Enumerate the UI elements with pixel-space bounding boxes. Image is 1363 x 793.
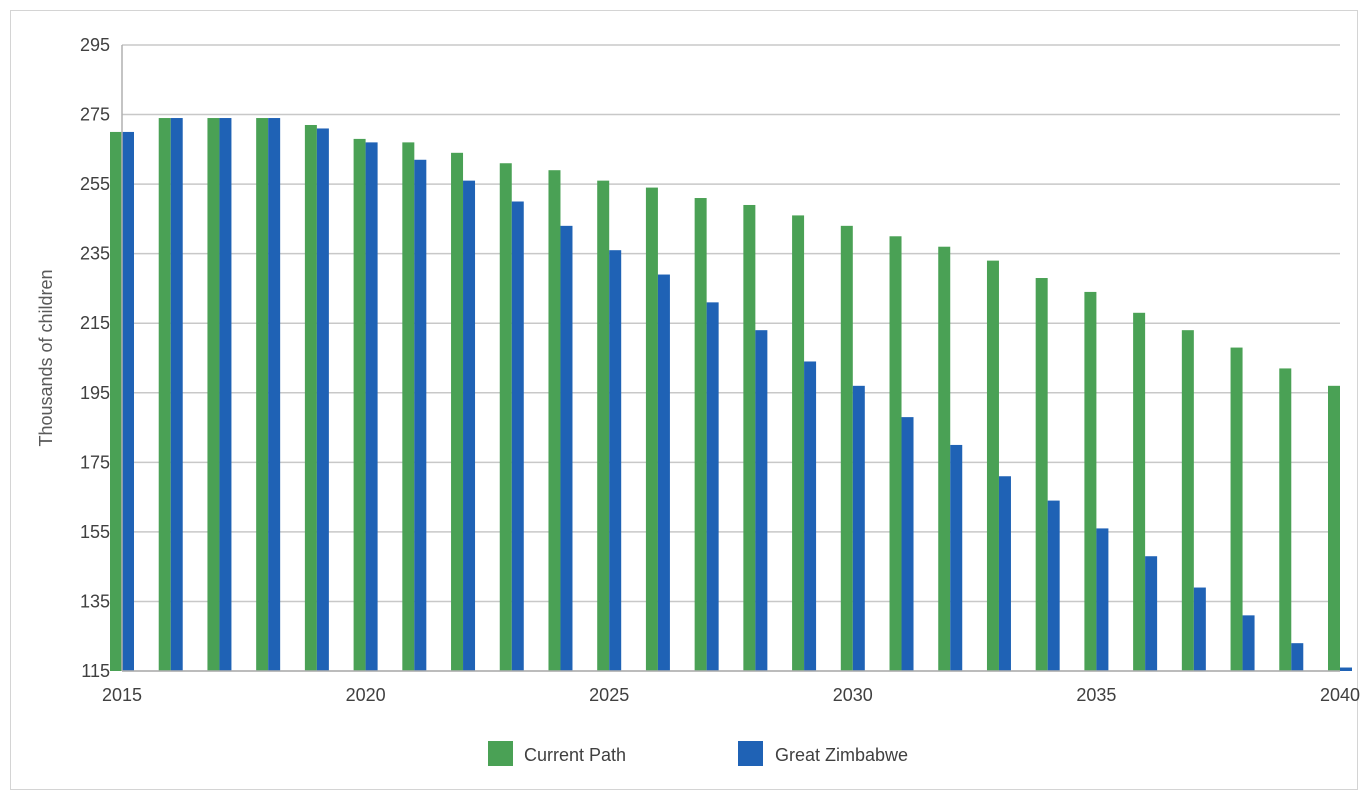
bar-great-zimbabwe-2015	[122, 131, 134, 671]
bar-great-zimbabwe-2017	[219, 118, 232, 672]
bar-great-zimbabwe-2021	[414, 159, 427, 671]
y-tick-label-215: 215	[80, 313, 110, 333]
bar-great-zimbabwe-2022	[463, 180, 476, 671]
x-tick-label-2030: 2030	[833, 685, 873, 705]
y-tick-labels: 115 135 155 175 195 215 235 255 275 295	[80, 35, 110, 681]
bar-current-path-2017	[207, 118, 220, 672]
y-tick-label-255: 255	[80, 174, 110, 194]
y-tick-label-115: 115	[81, 661, 110, 681]
bar-great-zimbabwe-2036	[1145, 556, 1158, 671]
bar-current-path-2030	[840, 225, 853, 671]
legend-label-great-zimbabwe: Great Zimbabwe	[775, 745, 908, 765]
bar-current-path-2035	[1084, 291, 1097, 671]
bar-great-zimbabwe-2039	[1291, 643, 1304, 671]
bar-great-zimbabwe-2016	[170, 118, 183, 672]
legend: Current Path Great Zimbabwe	[488, 741, 908, 766]
bar-current-path-2018	[256, 118, 269, 672]
x-tick-label-2015: 2015	[102, 685, 142, 705]
x-tick-label-2040: 2040	[1320, 685, 1360, 705]
bar-great-zimbabwe-2038	[1242, 615, 1255, 671]
bar-great-zimbabwe-2035	[1096, 528, 1109, 671]
x-tick-label-2020: 2020	[346, 685, 386, 705]
bar-current-path-2029	[792, 215, 805, 671]
bar-current-path-2028	[743, 204, 756, 671]
bar-current-path-2024	[548, 170, 561, 671]
y-tick-label-295: 295	[80, 35, 110, 55]
y-tick-label-155: 155	[80, 522, 110, 542]
bar-great-zimbabwe-2025	[609, 250, 622, 671]
y-tick-label-175: 175	[80, 452, 110, 472]
bar-current-path-2027	[694, 198, 707, 671]
x-tick-label-2025: 2025	[589, 685, 629, 705]
bar-current-path-2037	[1181, 330, 1194, 671]
bar-current-path-2031	[889, 236, 902, 671]
legend-swatch-great-zimbabwe	[738, 741, 763, 766]
bar-great-zimbabwe-2029	[804, 361, 817, 671]
bar-great-zimbabwe-2034	[1047, 500, 1060, 671]
x-tick-label-2035: 2035	[1076, 685, 1116, 705]
bar-current-path-2025	[597, 180, 610, 671]
bar-current-path-2022	[451, 152, 464, 672]
bar-great-zimbabwe-2027	[706, 302, 719, 671]
bar-great-zimbabwe-2030	[852, 385, 865, 671]
bar-current-path-2040	[1328, 385, 1340, 671]
bar-great-zimbabwe-2026	[657, 274, 670, 671]
bar-current-path-2015	[110, 131, 122, 671]
bar-current-path-2016	[158, 118, 171, 672]
y-axis-label: Thousands of children	[36, 269, 56, 446]
bar-great-zimbabwe-2040	[1340, 667, 1352, 671]
bar-current-path-2033	[986, 260, 999, 671]
bar-great-zimbabwe-2033	[998, 476, 1011, 671]
y-tick-label-235: 235	[80, 244, 110, 264]
bar-current-path-2023	[499, 163, 512, 671]
bar-current-path-2036	[1133, 312, 1146, 671]
bar-current-path-2039	[1279, 368, 1292, 671]
bar-great-zimbabwe-2020	[365, 142, 378, 671]
axes	[121, 45, 1340, 672]
bar-great-zimbabwe-2023	[511, 201, 524, 671]
y-tick-label-195: 195	[80, 383, 110, 403]
gridlines	[122, 44, 1340, 672]
legend-label-current-path: Current Path	[524, 745, 626, 765]
bar-current-path-2021	[402, 142, 415, 671]
bar-current-path-2038	[1230, 347, 1243, 671]
bar-great-zimbabwe-2032	[950, 444, 963, 671]
legend-swatch-current-path	[488, 741, 513, 766]
bar-current-path-2032	[938, 246, 951, 671]
bar-current-path-2026	[645, 187, 658, 672]
bar-current-path-2020	[353, 138, 366, 671]
y-tick-label-135: 135	[80, 591, 110, 611]
bar-current-path-2019	[304, 124, 317, 671]
bar-great-zimbabwe-2031	[901, 417, 914, 671]
bar-great-zimbabwe-2019	[316, 128, 329, 671]
bar-current-path-2034	[1035, 278, 1048, 671]
bar-great-zimbabwe-2037	[1193, 587, 1206, 671]
y-tick-label-275: 275	[80, 105, 110, 125]
bar-great-zimbabwe-2024	[560, 225, 573, 671]
x-tick-labels: 2015 2020 2025 2030 2035 2040	[102, 685, 1360, 705]
bar-great-zimbabwe-2018	[268, 118, 281, 672]
bar-great-zimbabwe-2028	[755, 330, 768, 671]
bars	[110, 118, 1352, 672]
